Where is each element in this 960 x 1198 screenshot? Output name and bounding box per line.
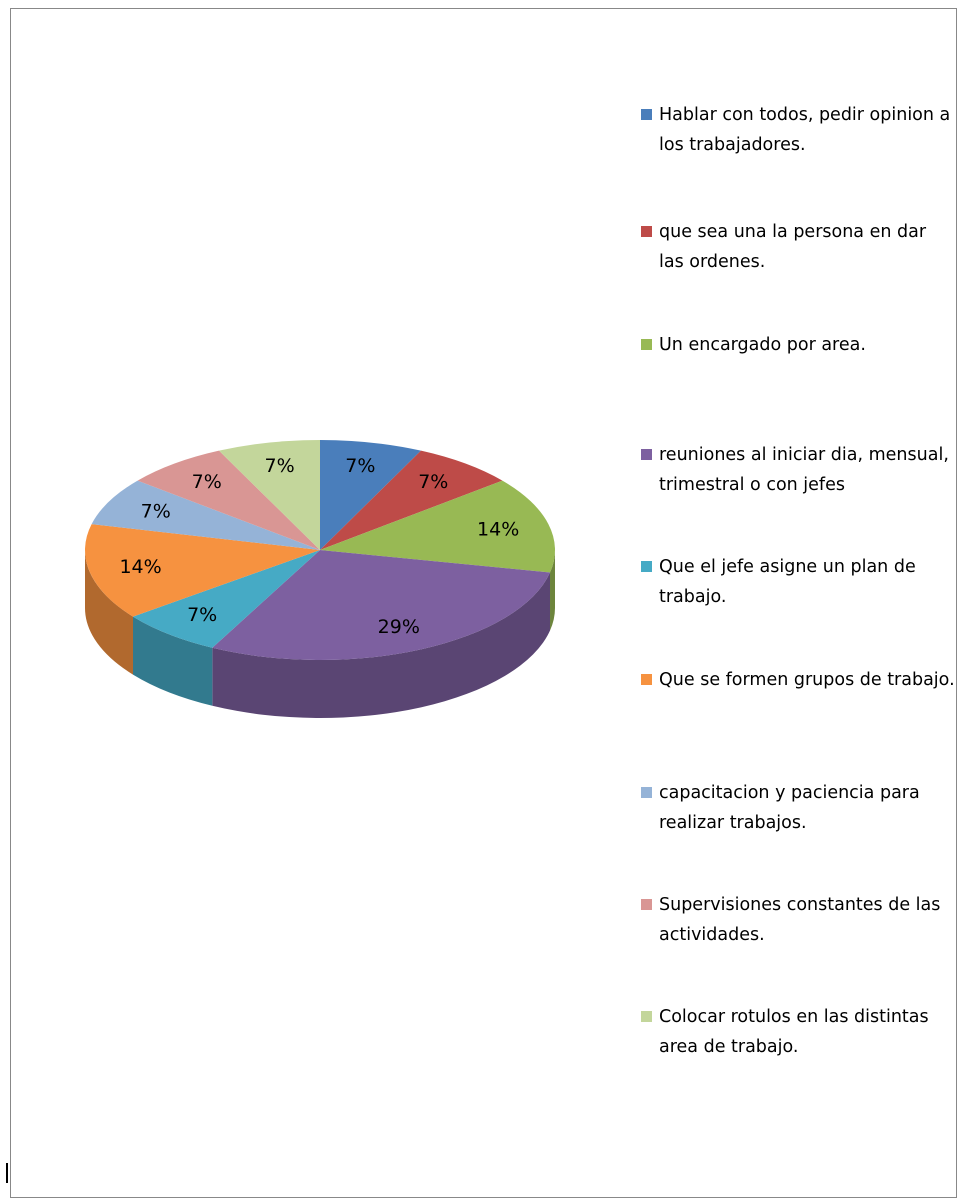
legend-label: Hablar con todos, pedir opinion a los tr… (659, 105, 951, 155)
data-label: 7% (345, 455, 375, 477)
slice-side (550, 550, 555, 631)
legend-entry: reuniones al iniciar dia, mensual, trime… (641, 440, 956, 500)
data-label: 14% (119, 556, 161, 578)
legend-swatch (641, 674, 652, 685)
data-label: 7% (187, 604, 217, 626)
legend-label: Un encargado por area. (659, 335, 866, 355)
slice (320, 450, 503, 550)
slice (218, 440, 320, 550)
legend-label: Colocar rotulos en las distintas area de… (659, 1007, 929, 1057)
legend-swatch (641, 109, 652, 120)
slice (320, 440, 422, 550)
slice (85, 524, 320, 617)
legend-entry: Colocar rotulos en las distintas area de… (641, 1002, 956, 1062)
data-label: 29% (378, 616, 420, 638)
data-label: 7% (141, 500, 171, 522)
slice (132, 550, 320, 648)
legend-entry: Un encargado por area. (641, 330, 956, 360)
legend-label: reuniones al iniciar dia, mensual, trime… (659, 445, 949, 495)
legend-label: que sea una la persona en dar las ordene… (659, 222, 927, 272)
legend-entry: Supervisiones constantes de las activida… (641, 890, 956, 950)
slice-side (132, 616, 213, 706)
slice (212, 550, 551, 660)
slice (320, 480, 555, 573)
cursor (6, 1163, 8, 1183)
legend-swatch (641, 1011, 652, 1022)
legend-entry: Hablar con todos, pedir opinion a los tr… (641, 100, 956, 160)
legend-swatch (641, 449, 652, 460)
legend-entry: capacitacion y paciencia para realizar t… (641, 778, 956, 838)
data-label: 7% (265, 455, 295, 477)
legend-entry: que sea una la persona en dar las ordene… (641, 217, 956, 277)
legend-swatch (641, 561, 652, 572)
slice-side (85, 550, 133, 675)
legend-swatch (641, 899, 652, 910)
data-label: 7% (418, 471, 448, 493)
chart: 7% 7% 14% 29% 7% 14% 7% 7% 7% (85, 440, 555, 718)
legend-entry: Que el jefe asigne un plan de trabajo. (641, 552, 956, 612)
slice-side (212, 572, 551, 718)
legend-label: capacitacion y paciencia para realizar t… (659, 783, 920, 833)
legend-label: Que se formen grupos de trabajo. (659, 670, 955, 690)
data-label: 14% (477, 518, 519, 540)
legend-swatch (641, 226, 652, 237)
legend-label: Que el jefe asigne un plan de trabajo. (659, 557, 916, 607)
legend-label: Supervisiones constantes de las activida… (659, 895, 941, 945)
legend-entry: Que se formen grupos de trabajo. (641, 665, 956, 695)
slice (91, 480, 320, 550)
slice (137, 450, 320, 550)
legend-swatch (641, 787, 652, 798)
data-label: 7% (192, 471, 222, 493)
legend-swatch (641, 339, 652, 350)
